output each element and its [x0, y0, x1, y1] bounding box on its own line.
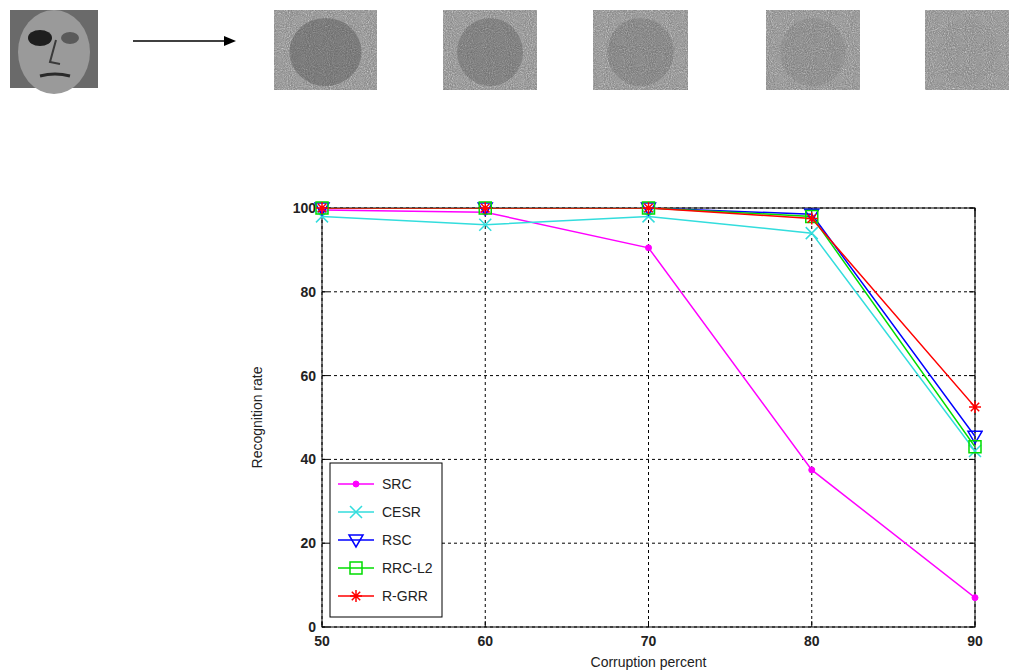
grid-line [322, 291, 975, 292]
arrow-line [133, 40, 228, 42]
legend-line [338, 539, 374, 541]
face-ghost [289, 18, 361, 86]
plot-frame [322, 208, 975, 627]
y-tick-label: 0 [308, 619, 316, 635]
chart: 50 60 70 80 90 0 20 40 60 80 100 Corruption percent… [0, 0, 1011, 672]
arrow-head [224, 36, 236, 46]
legend: SRC CESR RSC RRC-L2 R-GRR [330, 463, 442, 617]
tick [969, 291, 975, 292]
face-ghost [457, 18, 523, 86]
marker [809, 467, 815, 473]
tick [969, 543, 975, 544]
marker [642, 203, 656, 215]
marker [806, 212, 818, 224]
legend-marker [350, 562, 362, 574]
grid-line [648, 208, 649, 627]
marker [478, 203, 492, 215]
tick [811, 621, 812, 627]
x-tick-label: 70 [641, 633, 657, 649]
face-eye [61, 32, 79, 44]
series-line [322, 208, 975, 436]
noise [593, 10, 688, 90]
legend-box [330, 463, 442, 617]
tick [969, 459, 975, 460]
noise-bg [766, 10, 860, 90]
legend-marker [350, 590, 362, 602]
face-ghost [938, 18, 997, 86]
y-tick-label: 80 [300, 284, 316, 300]
legend-label: RRC-L2 [382, 560, 433, 576]
series-line [322, 216, 975, 451]
marker [646, 245, 652, 251]
marker [479, 202, 491, 214]
marker [316, 202, 328, 214]
noise-bg [925, 10, 1009, 90]
legend-label: RSC [382, 532, 412, 548]
marker [479, 202, 491, 214]
noisy-image [925, 10, 1009, 90]
legend-marker [350, 506, 362, 518]
marker [969, 445, 981, 457]
legend-marker [353, 481, 359, 487]
marker [643, 202, 655, 214]
noise-bg [593, 10, 688, 90]
y-tick-label: 60 [300, 368, 316, 384]
tick [969, 375, 975, 376]
face-ghost [607, 18, 674, 86]
marker [316, 202, 328, 214]
noisy-image [766, 10, 860, 90]
y-tick-label: 100 [293, 200, 317, 216]
noise-bg [274, 10, 377, 90]
marker [479, 219, 491, 231]
marker [315, 203, 329, 215]
marker [972, 595, 978, 601]
y-axis-title: Recognition rate [249, 366, 265, 468]
legend-line [338, 567, 374, 569]
legend-label: SRC [382, 476, 412, 492]
noise [766, 10, 860, 90]
x-tick-label: 90 [967, 633, 983, 649]
x-tick-label: 50 [314, 633, 330, 649]
tick [322, 291, 328, 292]
face-image [10, 10, 98, 94]
y-tick-label: 40 [300, 451, 316, 467]
plot-bg [322, 208, 975, 627]
x-tick-label: 80 [804, 633, 820, 649]
grid-line [811, 208, 812, 627]
tick [485, 621, 486, 627]
noise-bg [443, 10, 537, 90]
noisy-image [593, 10, 688, 90]
marker [643, 202, 655, 214]
face-nose [50, 40, 60, 64]
grid-line [322, 459, 975, 460]
y-tick-label: 20 [300, 535, 316, 551]
noisy-image [443, 10, 537, 90]
x-axis-title: Corruption percent [591, 654, 707, 670]
tick [322, 375, 328, 376]
face-eye [28, 30, 52, 46]
noise [274, 10, 377, 90]
tick [322, 543, 328, 544]
noisy-image [274, 10, 377, 90]
legend-label: CESR [382, 504, 421, 520]
marker [969, 401, 981, 413]
noise [925, 10, 1009, 90]
tick [648, 621, 649, 627]
face-ghost [780, 18, 846, 86]
face-skin [18, 10, 90, 94]
x-tick-label: 60 [477, 633, 493, 649]
series-line [322, 208, 975, 447]
series-line [322, 208, 975, 407]
tick [322, 459, 328, 460]
noise [443, 10, 537, 90]
grid-line [322, 375, 975, 376]
legend-label: R-GRR [382, 588, 428, 604]
face-mouth [40, 74, 70, 76]
marker [969, 441, 981, 453]
legend-marker [349, 535, 363, 547]
grid-line [485, 208, 486, 627]
marker [806, 227, 818, 239]
